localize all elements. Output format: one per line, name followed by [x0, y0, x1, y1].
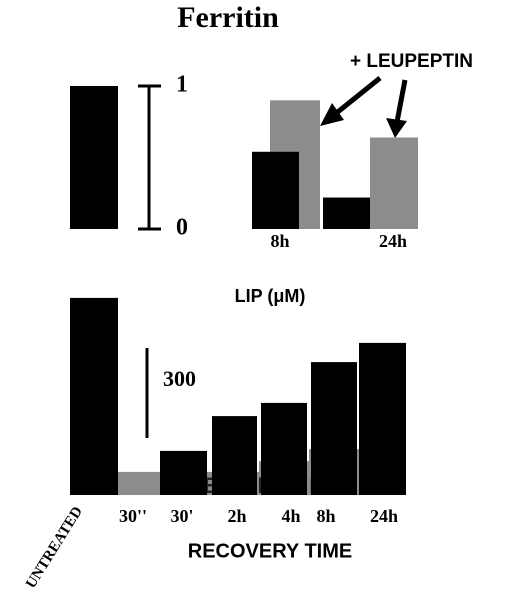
arrows [320, 76, 408, 138]
x-tick-label: UNTREATED [23, 504, 86, 592]
scale-bar-label: 300 [163, 366, 196, 391]
bar [70, 86, 118, 229]
chart-title: LIP (μM) [235, 286, 306, 306]
y-tick-label: 1 [176, 72, 188, 98]
series-label: LEUPEPTIN [187, 473, 337, 498]
legend-label: + LEUPEPTIN [350, 51, 473, 72]
bar [160, 450, 207, 495]
bar [323, 197, 370, 229]
bar [118, 471, 158, 495]
bar [311, 362, 357, 495]
bar [359, 342, 406, 495]
x-tick-label: 24h [379, 231, 407, 251]
x-tick-label: 30'' [119, 506, 147, 526]
chart-title: Ferritin [177, 1, 279, 34]
x-tick-label: 8h [270, 231, 289, 251]
x-tick-label: 24h [370, 506, 398, 526]
bar [70, 297, 118, 495]
x-tick-label: 4h [281, 506, 300, 526]
x-tick-label: 30' [170, 506, 193, 526]
x-axis-label: RECOVERY TIME [188, 540, 352, 562]
bar [370, 137, 418, 229]
arrowhead [386, 118, 407, 138]
bar [261, 402, 307, 495]
x-tick-label: 2h [227, 506, 246, 526]
arrow [332, 76, 382, 117]
y-tick-label: 0 [176, 215, 188, 241]
arrowhead [320, 103, 344, 126]
bar [212, 416, 257, 495]
arrow [394, 79, 408, 123]
x-tick-label: 8h [316, 506, 335, 526]
bar [252, 151, 299, 229]
